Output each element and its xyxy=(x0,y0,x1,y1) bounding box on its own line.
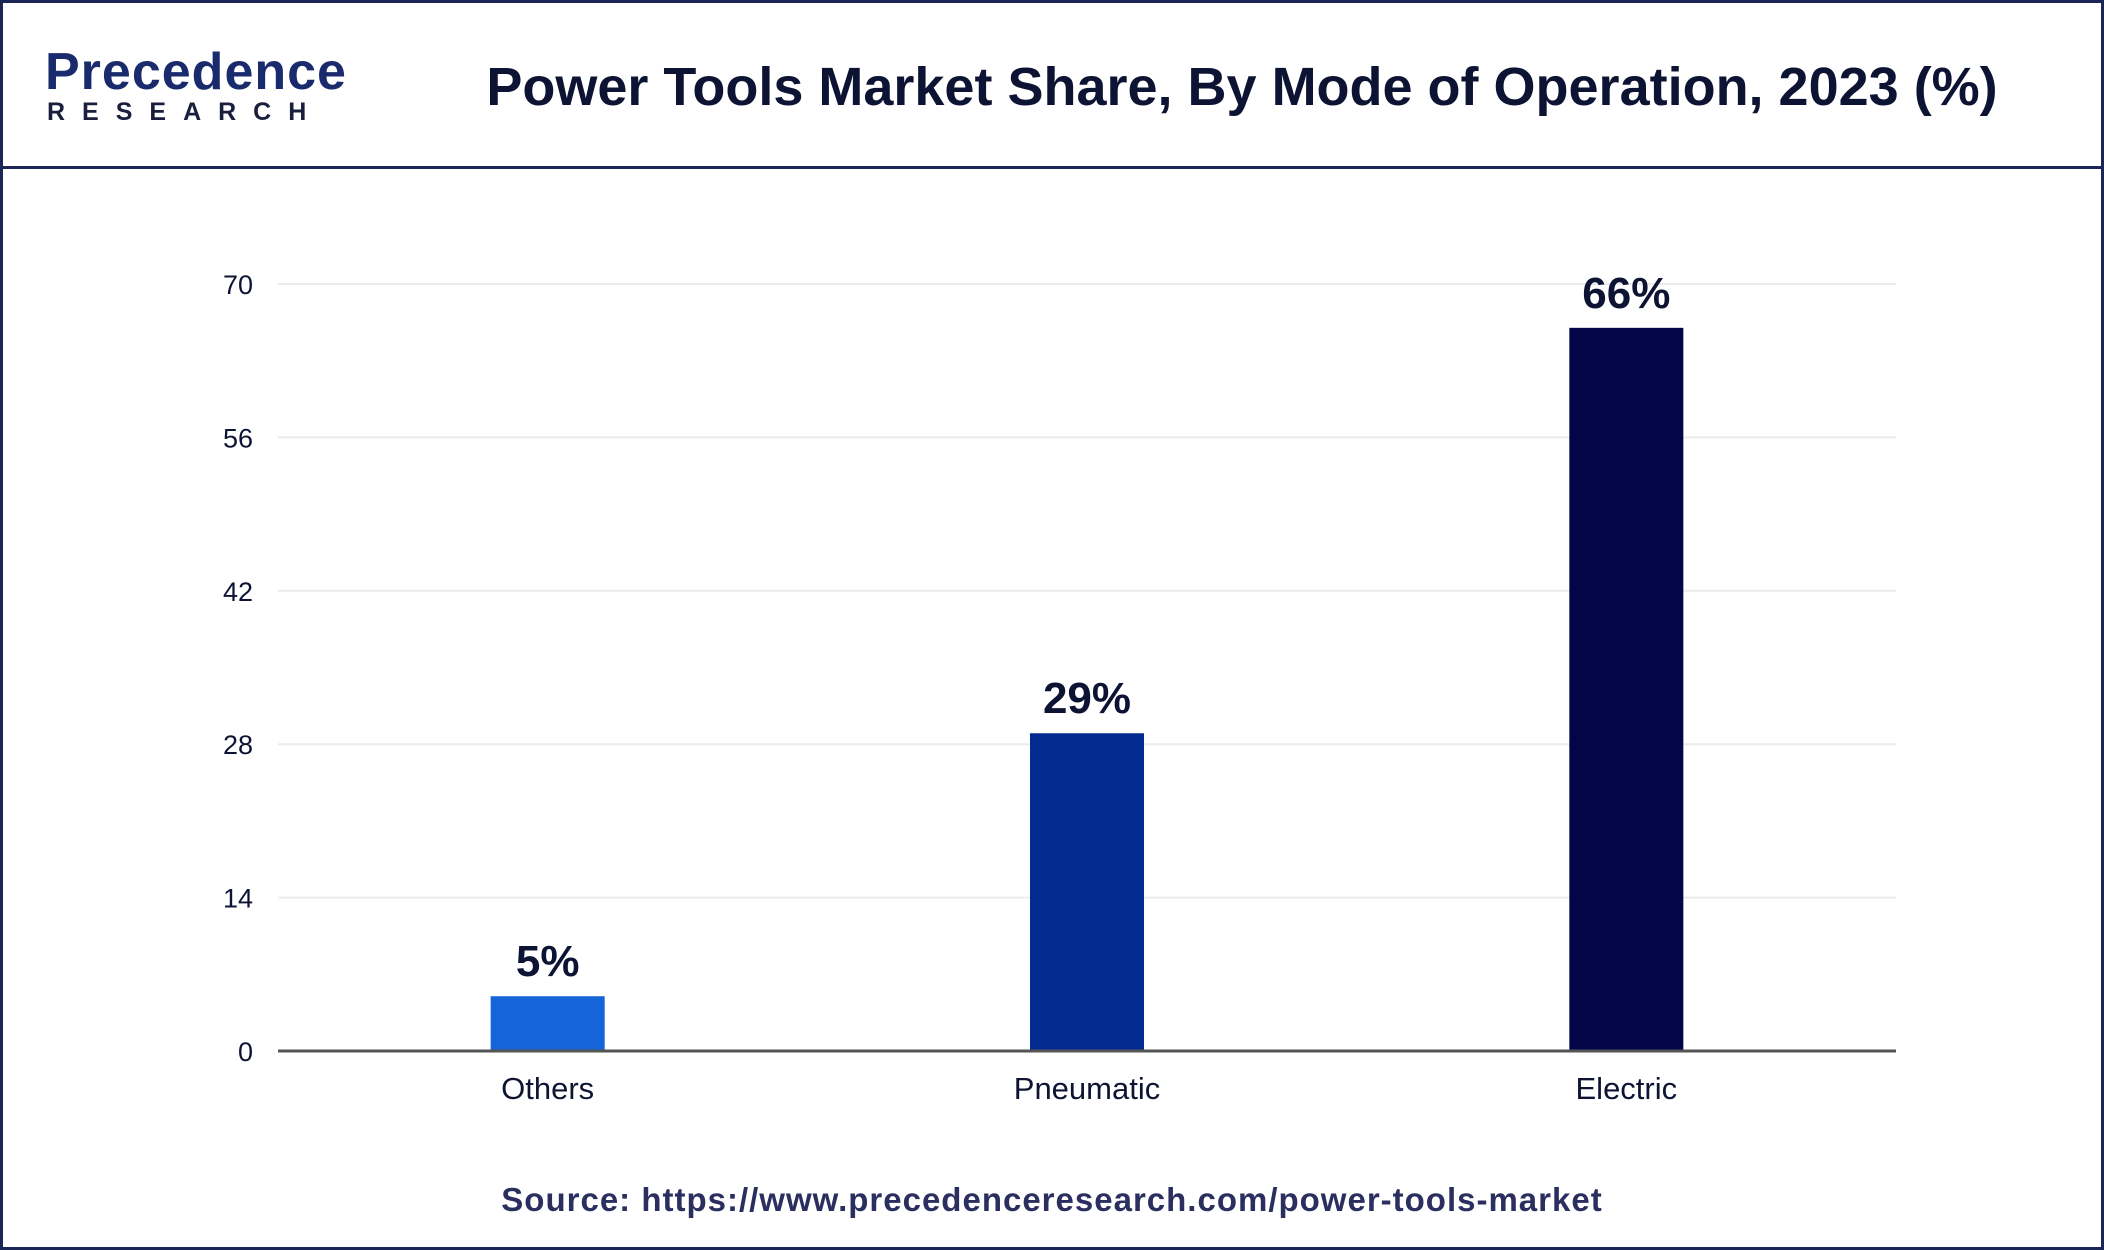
y-tick-label: 56 xyxy=(223,423,253,453)
x-tick-label: Pneumatic xyxy=(1014,1071,1160,1106)
data-label: 29% xyxy=(1043,674,1131,723)
y-tick-label: 14 xyxy=(223,884,253,914)
logo-subtitle: RESEARCH xyxy=(47,98,324,126)
data-label: 66% xyxy=(1582,269,1670,318)
y-tick-label: 42 xyxy=(223,577,253,607)
chart-title: Power Tools Market Share, By Mode of Ope… xyxy=(486,57,1998,117)
y-tick-label: 28 xyxy=(223,730,253,760)
bar xyxy=(1569,327,1684,1051)
x-tick-label: Electric xyxy=(1576,1071,1678,1106)
header: Precedence RESEARCH Power Tools Market S… xyxy=(3,3,2101,169)
logo-wordmark: Precedence xyxy=(45,43,347,101)
source-note: Source: https://www.precedenceresearch.c… xyxy=(501,1181,1603,1218)
data-label: 5% xyxy=(516,937,580,986)
bar-chart: 0 14 28 42 56 70 5% Others 29% Pneumatic 66% Electr… xyxy=(223,269,1896,1106)
x-tick-label: Others xyxy=(501,1071,594,1106)
y-tick-label: 0 xyxy=(238,1037,253,1067)
chart-area: 0 14 28 42 56 70 5% Others 29% Pneumatic 66% Electr… xyxy=(3,169,2104,1169)
y-tick-label: 70 xyxy=(223,270,253,300)
brand-logo: Precedence RESEARCH xyxy=(43,41,346,133)
bar xyxy=(490,996,605,1051)
bar xyxy=(1030,733,1144,1051)
